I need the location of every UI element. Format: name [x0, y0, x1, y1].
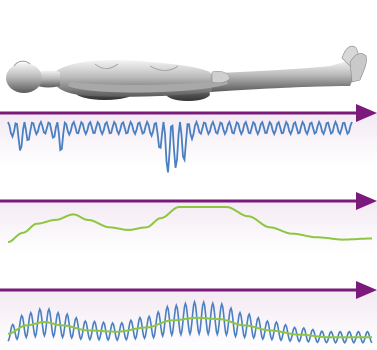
panel-2: [0, 192, 377, 253]
panel-3-envelope-curve: [7, 316, 372, 339]
head-shape: [6, 63, 42, 93]
neck-shape: [38, 70, 60, 88]
face-detail: [13, 60, 31, 67]
chest-detail: [94, 63, 119, 69]
legs-shape: [195, 60, 356, 92]
panel-3-modulated-wave: [7, 299, 373, 344]
panel-1-oscillation-wave: [7, 119, 353, 173]
right-foot-shape: [349, 53, 367, 83]
panel-2-envelope-curve: [7, 206, 373, 244]
panel-2-arrowhead: [356, 192, 377, 210]
panel-1: [0, 104, 377, 173]
panel-3: [0, 281, 377, 350]
panel-1-band: [0, 113, 377, 167]
lying-body-figure: [6, 45, 367, 101]
arm-shape: [68, 78, 228, 93]
abdomen-detail: [149, 65, 179, 71]
panel-1-arrowhead: [356, 104, 377, 122]
panel-3-arrowhead: [356, 281, 377, 299]
panel-2-band: [0, 201, 377, 253]
hand-shape: [211, 71, 231, 84]
